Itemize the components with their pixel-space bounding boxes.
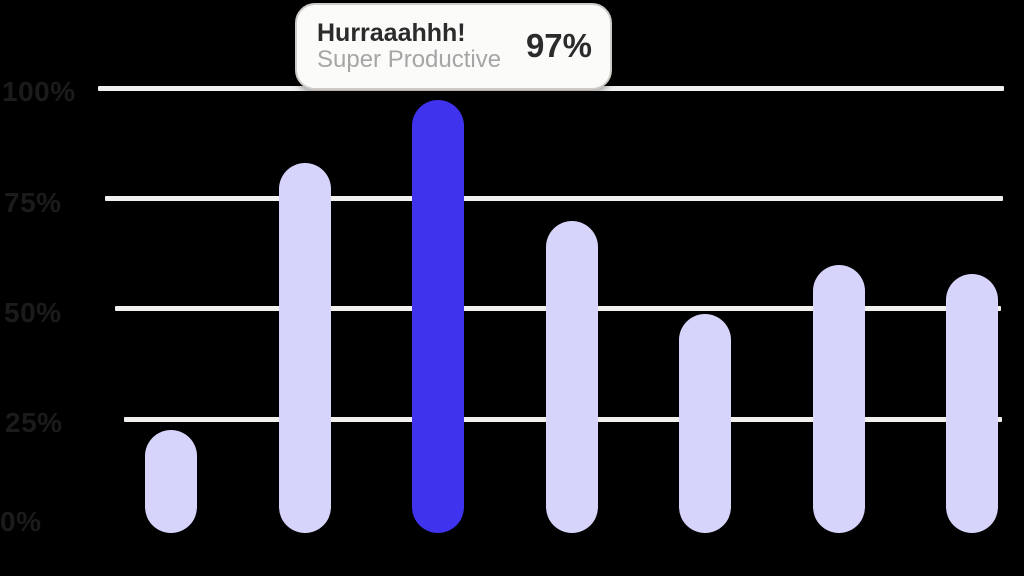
bar-4[interactable]: [545, 220, 598, 533]
bar-6[interactable]: [812, 265, 865, 533]
bar-3[interactable]: [412, 100, 464, 533]
gridline-75: [105, 196, 1003, 201]
value-tooltip[interactable]: Hurraaahhh! Super Productive 97%: [295, 3, 612, 90]
tooltip-subtitle: Super Productive: [317, 46, 502, 74]
y-axis-tick-75: 75%: [4, 187, 62, 218]
bar-2[interactable]: [278, 162, 331, 533]
tooltip-value: 97%: [525, 27, 592, 64]
bar-7[interactable]: [946, 274, 998, 533]
y-axis-tick-0: 0%: [0, 506, 42, 537]
bar-1[interactable]: [145, 430, 197, 533]
y-axis-tick-100: 100%: [2, 76, 76, 107]
y-axis-tick-25: 25%: [5, 407, 63, 438]
tooltip-title: Hurraaahhh!: [317, 19, 466, 48]
tooltip-text-group: Hurraaahhh! Super Productive: [317, 19, 514, 74]
y-axis-tick-50: 50%: [4, 297, 62, 328]
bar-5[interactable]: [679, 314, 731, 533]
